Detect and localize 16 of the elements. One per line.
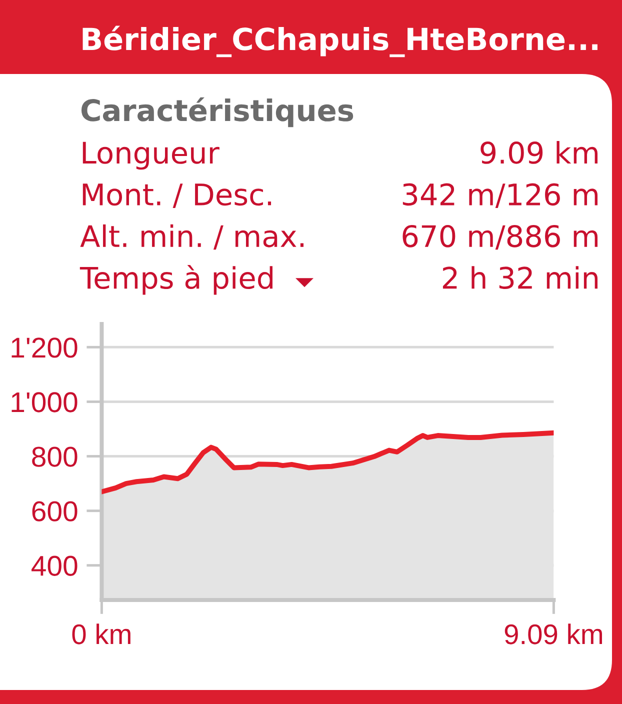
- y-tick-label: 400: [32, 556, 78, 576]
- text: Alt. min. / max.: [80, 224, 304, 250]
- text: 2 h 32 min: [442, 266, 598, 290]
- text: Longueur: [82, 142, 220, 170]
- text: Béridier_CChapuis_HteBorne...: [82, 26, 598, 58]
- y-tick-label: 1'000: [12, 392, 78, 412]
- text: 670 m/886 m: [402, 224, 598, 250]
- y-tick-label: 600: [32, 501, 78, 522]
- text: Temps à pied: [80, 264, 272, 295]
- text: 9.09 km: [480, 141, 598, 164]
- y-tick-label: 1'200: [12, 338, 78, 358]
- text: 342 m/126 m: [402, 183, 598, 208]
- text: Mont. / Desc.: [82, 184, 272, 208]
- y-tick-label: 800: [32, 446, 78, 467]
- text: Caractéristiques: [81, 97, 354, 128]
- x-tick-label: 0 km: [72, 624, 130, 644]
